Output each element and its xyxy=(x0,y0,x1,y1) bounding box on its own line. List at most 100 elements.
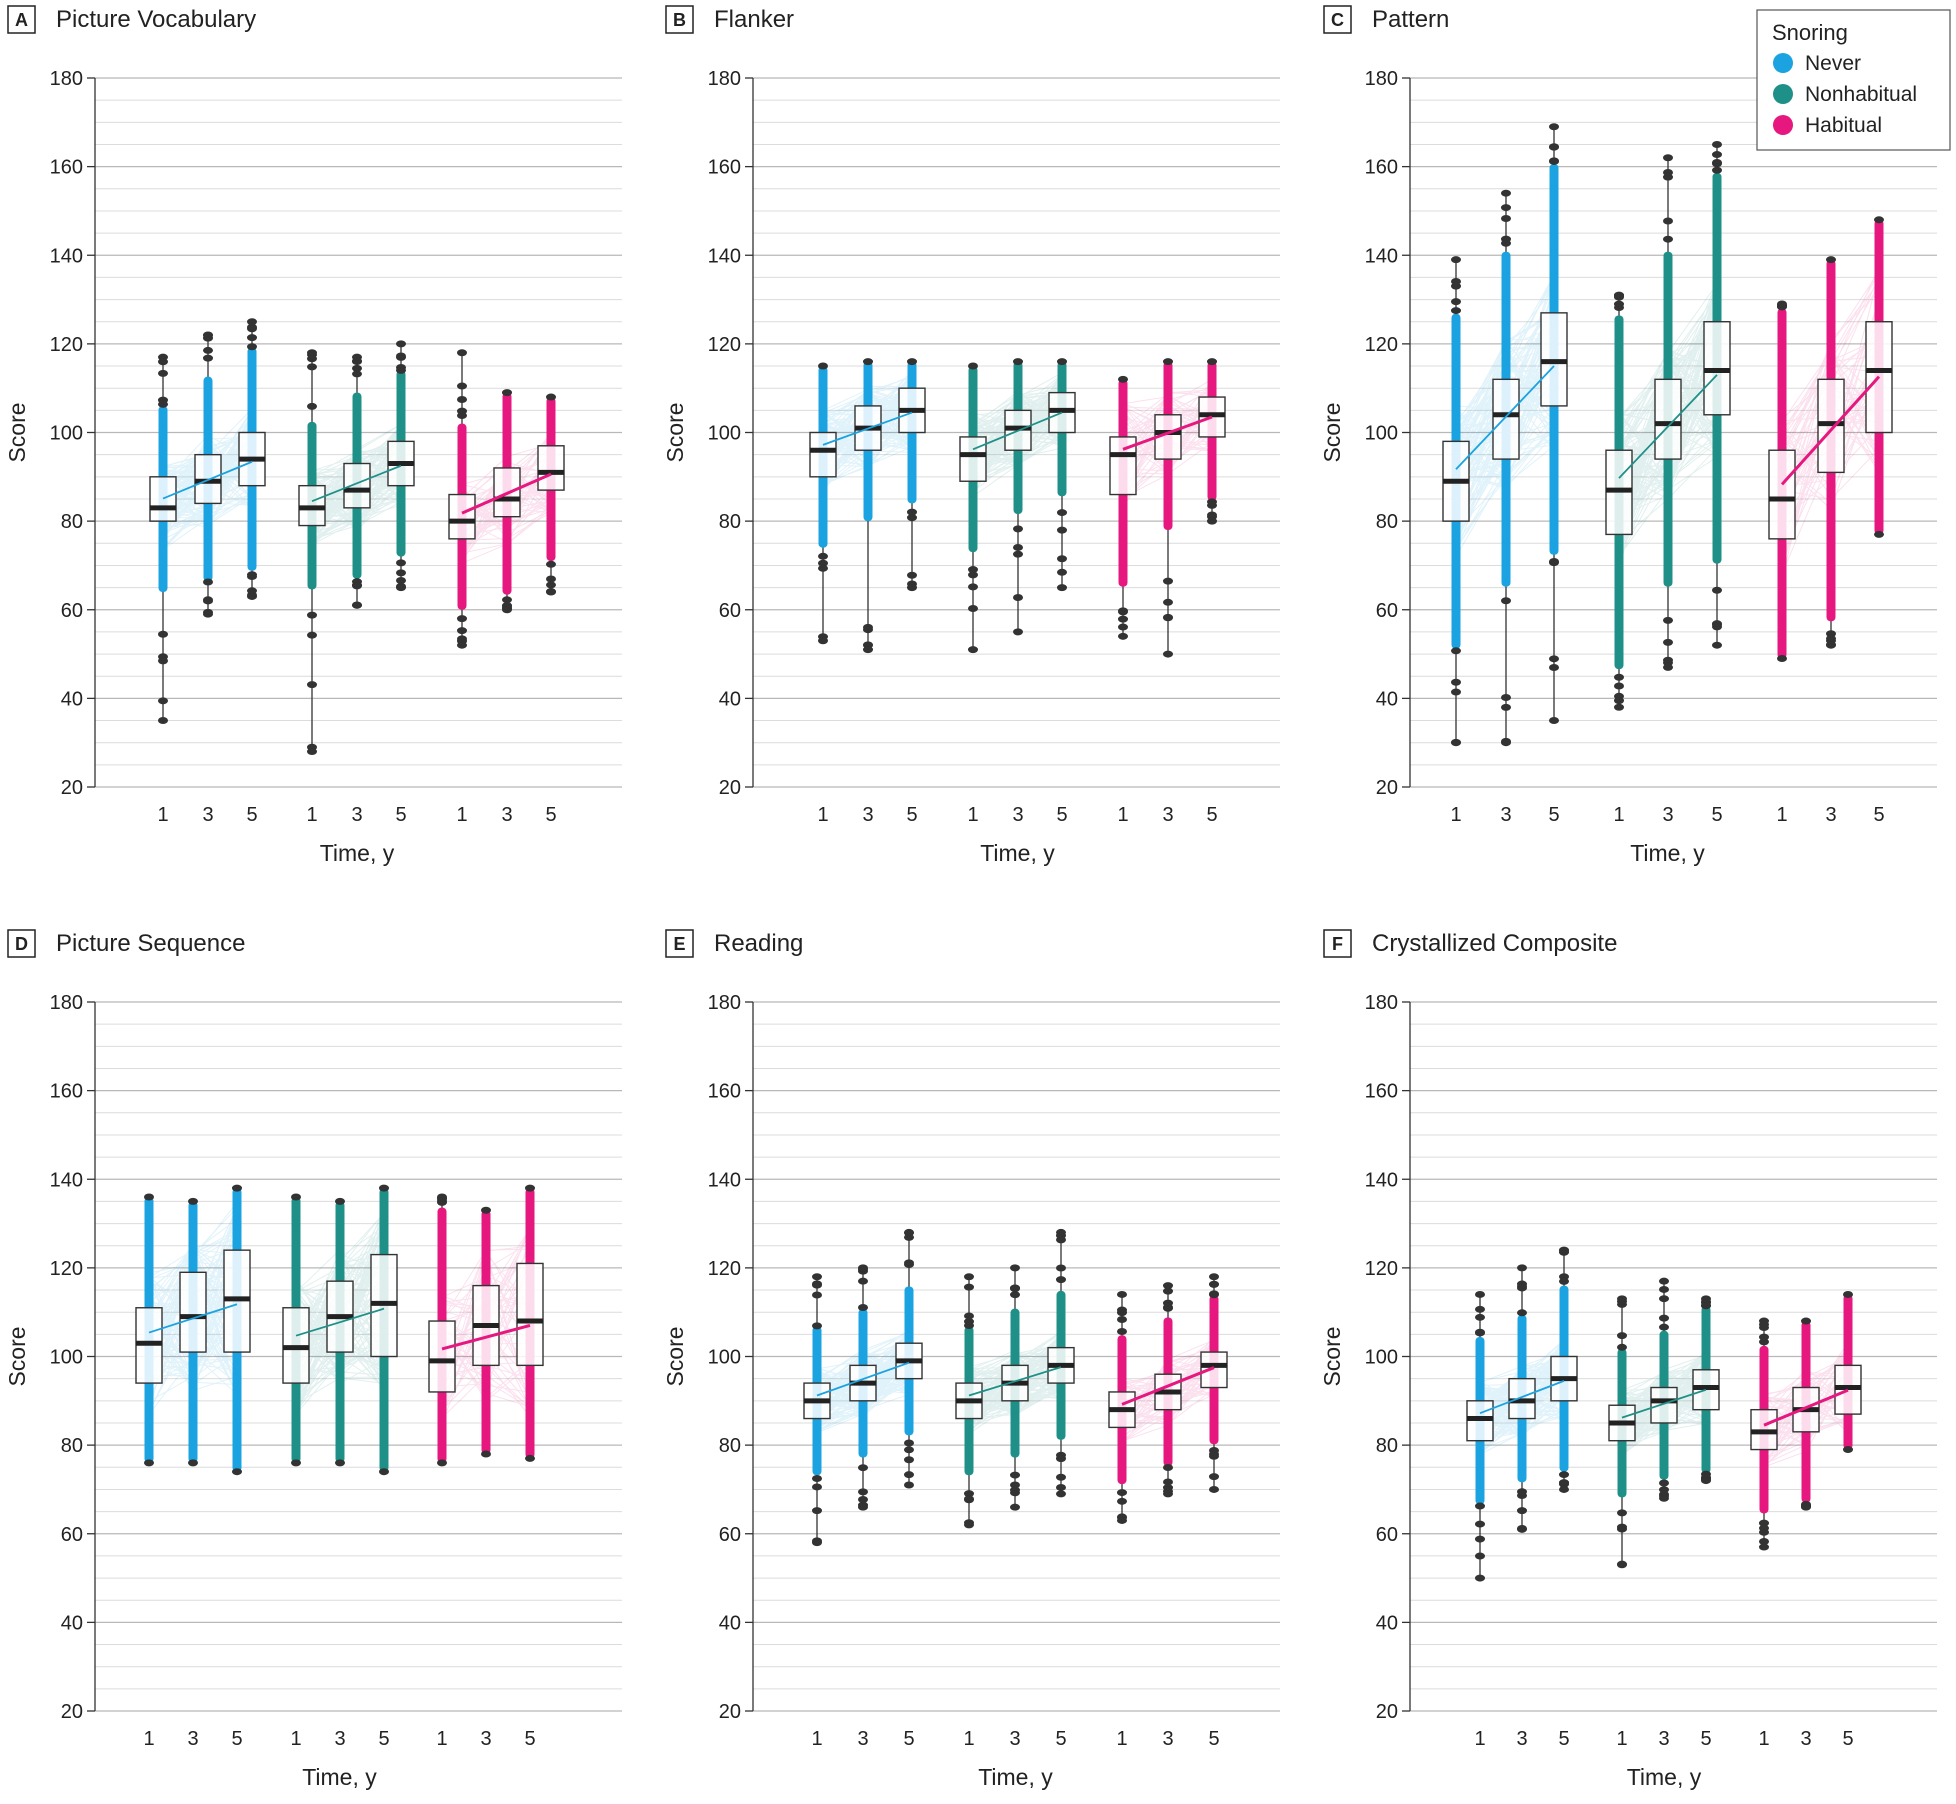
y-tick-label: 80 xyxy=(719,1435,741,1457)
x-tick-label: 5 xyxy=(1873,804,1884,826)
outlier-point xyxy=(158,697,168,705)
x-tick-label: 5 xyxy=(1548,804,1559,826)
outlier-point xyxy=(481,1450,491,1458)
outlier-point xyxy=(904,1471,914,1479)
outlier-point xyxy=(158,396,168,404)
box-iqr xyxy=(1768,449,1796,540)
outlier-point xyxy=(904,1228,914,1236)
outlier-point xyxy=(158,369,168,377)
outlier-point xyxy=(525,1184,535,1192)
trend-line xyxy=(822,411,913,446)
outlier-point xyxy=(247,325,257,333)
x-tick-label: 3 xyxy=(1516,1728,1527,1750)
outlier-point xyxy=(1207,517,1217,525)
box-nonhabitual-t1 xyxy=(955,1273,983,1529)
outlier-point xyxy=(1617,1561,1627,1569)
outlier-point xyxy=(457,349,467,357)
outlier-point xyxy=(1209,1485,1219,1493)
panel-letter-box xyxy=(1323,5,1352,34)
outlier-point xyxy=(1663,638,1673,646)
outlier-point xyxy=(1475,1552,1485,1560)
outlier-point xyxy=(203,578,213,586)
x-tick-label: 1 xyxy=(157,804,168,826)
trend-line xyxy=(1763,1388,1849,1427)
outlier-point xyxy=(818,564,828,572)
outlier-point xyxy=(457,641,467,649)
outlier-point xyxy=(1663,154,1673,162)
x-tick-label: 3 xyxy=(202,804,213,826)
outlier-point xyxy=(352,353,362,361)
outlier-point xyxy=(1617,1523,1627,1531)
outlier-point xyxy=(1475,1535,1485,1543)
outlier-point xyxy=(1712,140,1722,148)
x-tick-label: 5 xyxy=(1055,1728,1066,1750)
outlier-point xyxy=(335,1459,345,1467)
outlier-point xyxy=(1614,703,1624,711)
y-axis-label: Score xyxy=(4,402,30,462)
y-tick-label: 80 xyxy=(719,511,741,533)
outlier-point xyxy=(964,1283,974,1291)
y-tick-label: 20 xyxy=(61,777,83,799)
panel-d: D Picture Sequence 20 40 60 80 100 120 140 160 180… xyxy=(4,929,622,1790)
outlier-point xyxy=(1663,168,1673,176)
group-habitual xyxy=(428,1184,544,1467)
outlier-point xyxy=(968,566,978,574)
outlier-point xyxy=(812,1322,822,1330)
outlier-point xyxy=(203,346,213,354)
outlier-point xyxy=(964,1321,974,1329)
outlier-point xyxy=(1209,1280,1219,1288)
outlier-point xyxy=(1663,235,1673,243)
outlier-point xyxy=(307,681,317,689)
legend-title: Snoring xyxy=(1772,20,1848,45)
outlier-point xyxy=(1712,641,1722,649)
outlier-point xyxy=(1475,1502,1485,1510)
outlier-point xyxy=(352,601,362,609)
outlier-point xyxy=(1010,1471,1020,1479)
outlier-point xyxy=(1013,358,1023,366)
outlier-point xyxy=(396,363,406,371)
y-tick-label: 20 xyxy=(719,777,741,799)
outlier-point xyxy=(818,559,828,567)
outlier-point xyxy=(1663,616,1673,624)
outlier-point xyxy=(1117,1290,1127,1298)
outlier-point xyxy=(457,407,467,415)
box-nonhabitual-t3 xyxy=(343,353,371,609)
y-axis-label: Score xyxy=(1319,402,1345,462)
y-tick-label: 40 xyxy=(1376,1612,1398,1634)
outlier-point xyxy=(1207,358,1217,366)
outlier-point xyxy=(457,382,467,390)
box-habitual-t5 xyxy=(1834,1290,1862,1454)
box-nonhabitual-t1 xyxy=(959,362,987,654)
y-tick-label: 20 xyxy=(61,1701,83,1723)
outlier-point xyxy=(1010,1285,1020,1293)
outlier-point xyxy=(1451,678,1461,686)
group-habitual xyxy=(1109,358,1226,658)
outlier-point xyxy=(1501,597,1511,605)
panel-letter: F xyxy=(1332,934,1343,954)
outlier-point xyxy=(818,552,828,560)
box-habitual-t1 xyxy=(1750,1317,1778,1551)
outlier-point xyxy=(1056,1264,1066,1272)
trend-line xyxy=(972,411,1063,451)
outlier-point xyxy=(546,560,556,568)
outlier-point xyxy=(1759,1537,1769,1545)
outlier-point xyxy=(904,1481,914,1489)
outlier-point xyxy=(1010,1486,1020,1494)
outlier-point xyxy=(1549,157,1559,165)
x-tick-label: 3 xyxy=(1500,804,1511,826)
x-tick-label: 1 xyxy=(1450,804,1461,826)
outlier-point xyxy=(307,611,317,619)
outlier-point xyxy=(1559,1277,1569,1285)
outlier-point xyxy=(968,605,978,613)
outlier-point xyxy=(1056,1473,1066,1481)
outlier-point xyxy=(1451,307,1461,315)
outlier-point xyxy=(812,1291,822,1299)
outlier-point xyxy=(203,331,213,339)
panel-c: C Pattern 20 40 60 80 100 120 140 160 180 Score 1 3 5 1… xyxy=(1319,5,1937,866)
x-tick-label: 3 xyxy=(862,804,873,826)
outlier-point xyxy=(1663,656,1673,664)
group-never xyxy=(803,1228,923,1547)
legend-swatch-nonhabitual xyxy=(1773,84,1793,104)
trend-line xyxy=(461,472,552,515)
box-habitual-t1 xyxy=(448,349,476,649)
